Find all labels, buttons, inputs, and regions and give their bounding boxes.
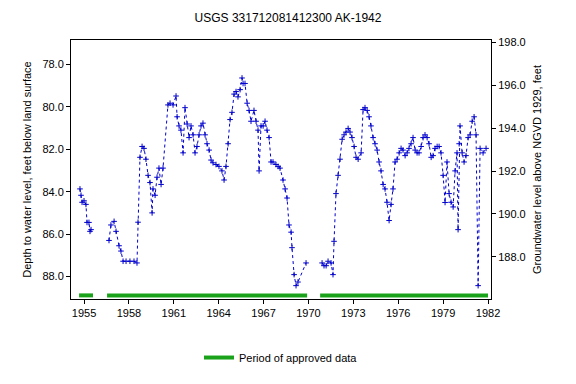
svg-text:86.0: 86.0 — [42, 228, 63, 240]
svg-text:Depth to water level, feet bel: Depth to water level, feet below land su… — [21, 61, 33, 277]
svg-text:84.0: 84.0 — [42, 186, 63, 198]
svg-text:1982: 1982 — [476, 307, 500, 319]
svg-text:78.0: 78.0 — [42, 58, 63, 70]
svg-text:1964: 1964 — [206, 307, 230, 319]
svg-text:194.0: 194.0 — [498, 122, 526, 134]
svg-text:1979: 1979 — [431, 307, 455, 319]
svg-text:1958: 1958 — [117, 307, 141, 319]
svg-text:1967: 1967 — [251, 307, 275, 319]
svg-text:Period of approved data: Period of approved data — [239, 352, 357, 364]
svg-text:196.0: 196.0 — [498, 79, 526, 91]
svg-text:192.0: 192.0 — [498, 165, 526, 177]
svg-text:190.0: 190.0 — [498, 208, 526, 220]
svg-text:80.0: 80.0 — [42, 101, 63, 113]
svg-text:82.0: 82.0 — [42, 143, 63, 155]
svg-text:1961: 1961 — [162, 307, 186, 319]
svg-text:1955: 1955 — [72, 307, 96, 319]
svg-text:198.0: 198.0 — [498, 36, 526, 48]
svg-text:88.0: 88.0 — [42, 270, 63, 282]
svg-text:1973: 1973 — [341, 307, 365, 319]
svg-text:USGS 331712081412300 AK-1942: USGS 331712081412300 AK-1942 — [195, 11, 382, 25]
svg-text:1970: 1970 — [296, 307, 320, 319]
svg-text:Groundwater level above NGVD 1: Groundwater level above NGVD 1929, feet — [531, 65, 543, 274]
svg-text:1976: 1976 — [386, 307, 410, 319]
svg-text:188.0: 188.0 — [498, 251, 526, 263]
